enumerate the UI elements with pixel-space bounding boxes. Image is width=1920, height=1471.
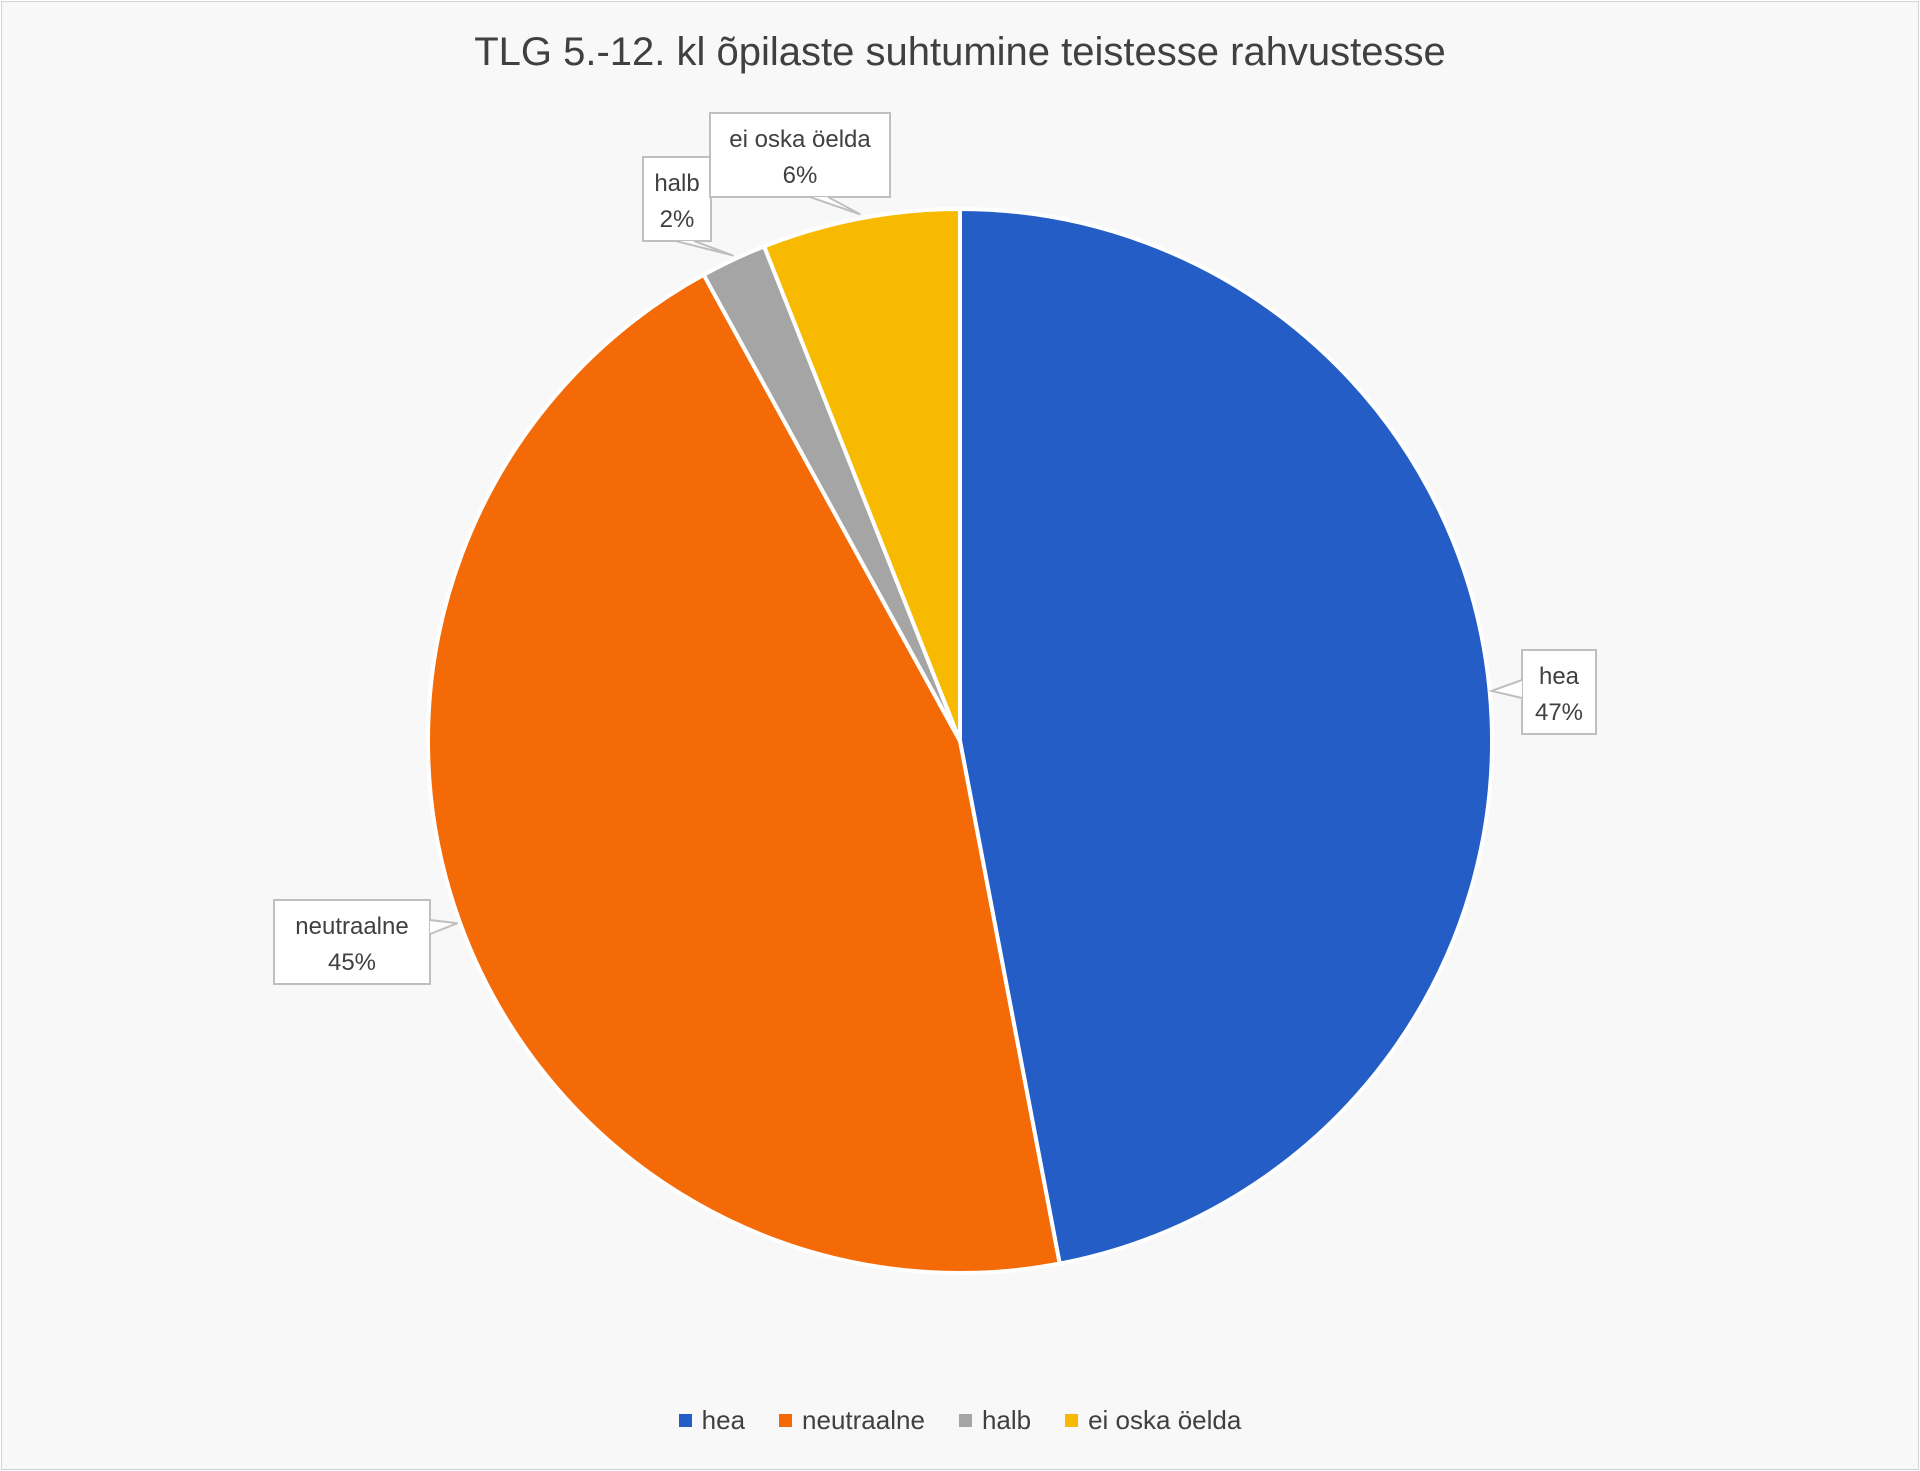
legend-item-hea: hea — [678, 1405, 746, 1436]
legend-label: halb — [981, 1405, 1032, 1435]
legend-label: neutraalne — [802, 1405, 925, 1435]
legend-item-ei-oska-öelda: ei oska öelda — [1065, 1405, 1241, 1436]
legend-item-halb: halb — [958, 1405, 1032, 1436]
callout-box — [273, 899, 431, 985]
legend-swatch — [678, 1414, 692, 1427]
callout-pointer — [675, 240, 734, 257]
data-label-hea: hea 47% — [1488, 649, 1597, 735]
data-label-neutraalne: neutraalne 45% — [273, 899, 458, 985]
callout-box — [709, 112, 891, 198]
data-label-category: halb — [654, 170, 699, 197]
pie-slice-ei-oska-öelda — [761, 206, 962, 742]
pie-slice-hea — [958, 206, 1494, 1266]
chart-title: TLG 5.-12. kl õpilaste suhtumine teistes… — [474, 30, 1446, 74]
legend-item-neutraalne: neutraalne — [779, 1405, 925, 1436]
data-label-category: ei oska öelda — [729, 126, 871, 153]
data-label-percent: 47% — [1535, 699, 1583, 726]
callout-pointer — [1488, 679, 1523, 699]
data-label-percent: 6% — [783, 162, 818, 189]
legend-label: hea — [701, 1405, 746, 1435]
callout-box — [1521, 649, 1597, 735]
callout-pointer — [809, 196, 861, 216]
legend: hea neutraalne halb ei oska öelda — [2, 1405, 1918, 1436]
legend-swatch — [1065, 1414, 1079, 1427]
legend-swatch — [779, 1414, 793, 1427]
data-label-category: neutraalne — [295, 913, 408, 940]
legend-swatch — [958, 1414, 972, 1427]
data-label-ei-oska-öelda: ei oska öelda 6% — [709, 112, 891, 216]
data-label-percent: 2% — [660, 206, 695, 233]
pie-slice-neutraalne — [425, 272, 1063, 1275]
data-label-category: hea — [1539, 663, 1580, 690]
callout-pointer — [429, 919, 458, 935]
legend-label: ei oska öelda — [1088, 1405, 1242, 1435]
data-label-halb: halb 2% — [642, 156, 734, 257]
data-label-percent: 45% — [328, 949, 376, 976]
